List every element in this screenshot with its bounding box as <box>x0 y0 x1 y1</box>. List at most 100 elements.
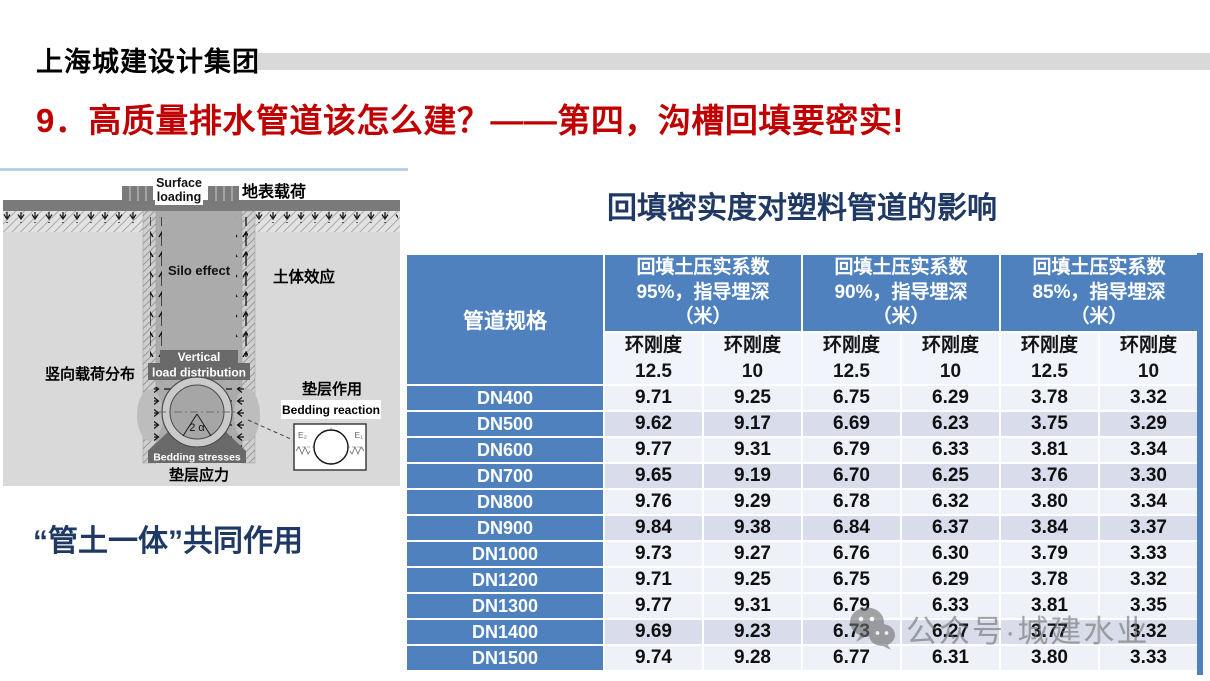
pipe-burial-table: 管道规格 回填土压实系数 95%，指导埋深 （米） 回填土压实系数 90%，指导… <box>405 253 1199 672</box>
table-right-edge-strip <box>1197 253 1203 675</box>
silo-friction-arrows-right <box>236 217 248 357</box>
surface-label-bg <box>155 174 203 205</box>
silo-friction-arrows-left <box>150 217 162 357</box>
value-cell: 6.84 <box>803 516 900 541</box>
value-cell: 6.33 <box>902 438 999 463</box>
value-cell: 9.69 <box>605 620 702 645</box>
table-row: DN1500 9.74 9.28 6.77 6.31 3.80 3.33 <box>407 646 1197 671</box>
surcharge-block-right <box>208 186 239 201</box>
value-cell: 6.73 <box>803 620 900 645</box>
value-cell: 9.19 <box>704 464 801 489</box>
value-cell: 3.34 <box>1100 438 1197 463</box>
value-cell: 6.29 <box>902 386 999 411</box>
value-cell: 9.71 <box>605 386 702 411</box>
value-cell: 6.32 <box>902 490 999 515</box>
value-cell: 9.29 <box>704 490 801 515</box>
value-cell: 6.77 <box>803 646 900 671</box>
spring-modulus-left-label: E₂ <box>298 430 307 440</box>
value-cell: 9.74 <box>605 646 702 671</box>
company-logo-text: 上海城建设计集团 <box>36 47 260 77</box>
value-cell: 6.76 <box>803 542 900 567</box>
table-row: DN700 9.65 9.19 6.70 6.25 3.76 3.30 <box>407 464 1197 489</box>
value-cell: 3.84 <box>1001 516 1098 541</box>
table-title: 回填密实度对塑料管道的影响 <box>607 192 997 225</box>
value-cell: 6.70 <box>803 464 900 489</box>
pipe-spec-cell: DN400 <box>407 386 603 411</box>
sub-header-ring-stiffness: 环刚度 12.5 <box>803 333 900 385</box>
trench-load-diagram-svg: Surface loading 地表载荷 Silo effect 土体效应 竖向… <box>0 168 408 486</box>
pipe-spec-cell: DN900 <box>407 516 603 541</box>
bedding-stress-zone <box>148 430 246 463</box>
pipe-spec-cell: DN600 <box>407 438 603 463</box>
value-cell: 3.29 <box>1100 412 1197 437</box>
col-header-pipe-spec: 管道规格 <box>407 255 603 385</box>
value-cell: 9.38 <box>704 516 801 541</box>
value-cell: 9.31 <box>704 594 801 619</box>
value-cell: 6.30 <box>902 542 999 567</box>
pipe-spec-cell: DN1200 <box>407 568 603 593</box>
value-cell: 3.37 <box>1100 516 1197 541</box>
diagram-caption: “管土一体”共同作用 <box>33 525 303 558</box>
value-cell: 6.25 <box>902 464 999 489</box>
value-cell: 3.34 <box>1100 490 1197 515</box>
value-cell: 9.23 <box>704 620 801 645</box>
value-cell: 6.23 <box>902 412 999 437</box>
value-cell: 3.78 <box>1001 386 1098 411</box>
table-row: DN1300 9.77 9.31 6.79 6.33 3.81 3.35 <box>407 594 1197 619</box>
value-cell: 9.73 <box>605 542 702 567</box>
table-group-header-row: 管道规格 回填土压实系数 95%，指导埋深 （米） 回填土压实系数 90%，指导… <box>407 255 1197 385</box>
pipe-spec-cell: DN1000 <box>407 542 603 567</box>
group-header-85: 回填土压实系数 85%，指导埋深 （米） <box>1001 255 1197 331</box>
surface-loading-label-line2: loading <box>157 190 201 204</box>
pipe-spec-cell: DN1300 <box>407 594 603 619</box>
value-cell: 9.65 <box>605 464 702 489</box>
value-cell: 9.84 <box>605 516 702 541</box>
value-cell: 9.77 <box>605 438 702 463</box>
value-cell: 3.76 <box>1001 464 1098 489</box>
bedding-reaction-label-bg <box>281 400 381 419</box>
vertical-load-box: Vertical load distribution <box>148 350 250 380</box>
pipe-spec-cell: DN500 <box>407 412 603 437</box>
vertical-load-label-zh: 竖向载荷分布 <box>45 365 135 383</box>
value-cell: 6.31 <box>902 646 999 671</box>
bedding-stresses-label: Bedding stresses <box>153 452 241 464</box>
bedding-stress-label-zh: 垫层应力 <box>169 466 229 484</box>
value-cell: 6.27 <box>902 620 999 645</box>
group-header-95: 回填土压实系数 95%，指导埋深 （米） <box>605 255 801 331</box>
spring-modulus-right-label: E₁ <box>354 430 363 440</box>
table-row: DN1200 9.71 9.25 6.75 6.29 3.78 3.32 <box>407 568 1197 593</box>
ground-surface-strip <box>3 200 400 211</box>
value-cell: 9.76 <box>605 490 702 515</box>
slide-title: 9．高质量排水管道该怎么建？——第四，沟槽回填要密实! <box>36 102 904 139</box>
surcharge-block-left <box>122 186 153 201</box>
bedding-reaction-label: Bedding reaction <box>282 403 380 417</box>
value-cell: 3.78 <box>1001 568 1098 593</box>
value-cell: 3.77 <box>1001 620 1098 645</box>
value-cell: 6.75 <box>803 386 900 411</box>
value-cell: 9.71 <box>605 568 702 593</box>
vertical-load-box-line2: load distribution <box>152 366 246 380</box>
value-cell: 9.27 <box>704 542 801 567</box>
bedding-reaction-inset: E₂ E₁ <box>293 423 367 471</box>
pipe-cross-section: 2 α <box>158 376 236 448</box>
value-cell: 9.28 <box>704 646 801 671</box>
value-cell: 9.77 <box>605 594 702 619</box>
silo-effect-label: Silo effect <box>168 263 231 278</box>
value-cell: 3.81 <box>1001 438 1098 463</box>
pipe-spec-cell: DN1500 <box>407 646 603 671</box>
value-cell: 3.33 <box>1100 646 1197 671</box>
surface-label-zh-bg <box>242 181 306 199</box>
vertical-load-box-line1: Vertical <box>178 350 221 364</box>
table-row: DN500 9.62 9.17 6.69 6.23 3.75 3.29 <box>407 412 1197 437</box>
sub-header-ring-stiffness: 环刚度 12.5 <box>1001 333 1098 385</box>
value-cell: 6.79 <box>803 438 900 463</box>
value-cell: 6.37 <box>902 516 999 541</box>
value-cell: 9.25 <box>704 386 801 411</box>
soil-effect-label-zh: 土体效应 <box>273 267 336 286</box>
table-row: DN1000 9.73 9.27 6.76 6.30 3.79 3.33 <box>407 542 1197 567</box>
table-row: DN600 9.77 9.31 6.79 6.33 3.81 3.34 <box>407 438 1197 463</box>
value-cell: 3.32 <box>1100 386 1197 411</box>
sub-header-ring-stiffness: 环刚度 10 <box>1100 333 1197 385</box>
spring-symbol-right <box>349 445 365 456</box>
value-cell: 9.25 <box>704 568 801 593</box>
